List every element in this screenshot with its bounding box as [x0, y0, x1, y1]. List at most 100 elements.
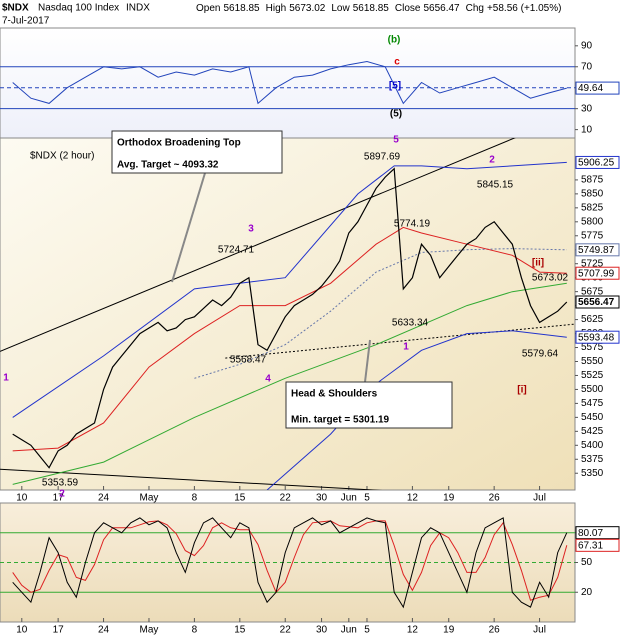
- wave-label: 1: [403, 342, 409, 353]
- date: 7-Jul-2017: [2, 16, 50, 27]
- y-tick-label: 5550: [581, 356, 604, 367]
- value-tag: [575, 538, 620, 552]
- x-tick-label: 17: [53, 493, 65, 504]
- x-tick-label: May: [140, 625, 159, 636]
- callout-pointer: [171, 172, 206, 283]
- quote-value: 5618.85: [353, 3, 390, 14]
- plot-area: [12, 60, 567, 105]
- value-tag-label: 67.31: [578, 540, 603, 551]
- index-name: Nasdaq 100 Index: [38, 3, 119, 14]
- y-tick-label: 5875: [581, 175, 604, 186]
- quote-value: 5618.85: [223, 3, 260, 14]
- x-tick-label: 19: [443, 625, 455, 636]
- value-tag-label: 5749.87: [578, 245, 615, 256]
- x-tick-label: 19: [443, 493, 455, 504]
- series-line: [12, 517, 568, 609]
- value-tag: [575, 295, 620, 309]
- price-label: 5633.34: [392, 318, 429, 329]
- price-label: 5568.47: [230, 355, 267, 366]
- y-tick-label: 30: [581, 103, 593, 114]
- series-line: [12, 520, 568, 601]
- wave-label: [ii]: [532, 258, 544, 269]
- wave-label: 2: [489, 155, 495, 166]
- y-tick-label: 70: [581, 61, 593, 72]
- x-tick-label: 12: [407, 625, 419, 636]
- exchange: INDX: [126, 3, 150, 14]
- wave-label: [5]: [389, 81, 401, 92]
- y-tick-label: 5475: [581, 398, 604, 409]
- x-tick-label: Jul: [533, 493, 546, 504]
- x-tick-label: 8: [192, 493, 198, 504]
- quote-label: Open: [196, 3, 220, 14]
- quote-value: 5656.47: [423, 3, 460, 14]
- y-tick-label: 20: [581, 587, 593, 598]
- y-tick-label: 5375: [581, 454, 604, 465]
- price-label: 5724.71: [218, 245, 255, 256]
- callout-text: Head & Shoulders: [291, 389, 378, 400]
- price-label: 5579.64: [522, 349, 559, 360]
- y-tick-label: 5625: [581, 314, 604, 325]
- value-tag: [575, 243, 620, 257]
- quote-value: 5673.02: [289, 3, 326, 14]
- series-line: [194, 248, 567, 379]
- symbol: $NDX: [2, 3, 29, 14]
- wave-label: 1: [3, 373, 9, 384]
- value-tag-label: 5707.99: [578, 268, 615, 279]
- value-tag-label: 5906.25: [578, 158, 615, 169]
- wave-label: 4: [265, 374, 271, 385]
- x-tick-label: 12: [407, 493, 419, 504]
- x-tick-label: 10: [16, 625, 28, 636]
- trendline: [0, 468, 383, 490]
- y-tick-label: 5525: [581, 370, 604, 381]
- price-label: 5897.69: [364, 152, 401, 163]
- y-tick-label: 5775: [581, 230, 604, 241]
- quote-label: Close: [395, 3, 421, 14]
- value-tag-label: 80.07: [578, 528, 603, 539]
- value-tag: [575, 81, 620, 95]
- y-tick-label: 5500: [581, 384, 604, 395]
- callout-pointer: [364, 339, 371, 383]
- panel: [0, 27, 576, 139]
- y-tick-label: 5450: [581, 412, 604, 423]
- y-tick-label: 5725: [581, 258, 604, 269]
- quote: Open 5618.85 High 5673.02 Low 5618.85 Close 565…: [196, 3, 561, 14]
- wave-label: 5: [393, 135, 399, 146]
- y-tick-label: 5400: [581, 440, 604, 451]
- y-tick-label: 5825: [581, 202, 604, 213]
- x-tick-label: 26: [489, 625, 501, 636]
- y-tick-label: 5575: [581, 342, 604, 353]
- plot-area: [12, 517, 568, 609]
- price-label: 5845.15: [477, 180, 514, 191]
- series-line: [12, 226, 567, 452]
- x-tick-label: 26: [489, 493, 501, 504]
- x-tick-label: 15: [234, 625, 246, 636]
- x-tick-label: 30: [316, 625, 328, 636]
- value-tag: [575, 266, 620, 280]
- value-tag-label: 5593.48: [578, 332, 615, 343]
- price-label: 5353.59: [42, 478, 79, 489]
- value-tag: [575, 155, 620, 169]
- plot-area: [0, 138, 575, 490]
- series-line: [12, 282, 567, 485]
- price-label: 5774.19: [394, 219, 431, 230]
- value-tag: [575, 330, 620, 344]
- callout-box: [111, 130, 283, 174]
- y-tick-label: 5850: [581, 189, 604, 200]
- wave-label: 2: [59, 489, 65, 500]
- value-tag-label: 5656.47: [578, 297, 615, 308]
- x-tick-label: 17: [53, 625, 65, 636]
- y-tick-label: 10: [581, 124, 593, 135]
- x-tick-label: 24: [98, 493, 110, 504]
- x-tick-label: 8: [192, 625, 198, 636]
- callout-text: Avg. Target ~ 4093.32: [117, 160, 219, 171]
- x-tick-label: 10: [16, 493, 28, 504]
- x-tick-label: 5: [364, 625, 370, 636]
- y-tick-label: 5675: [581, 286, 604, 297]
- y-tick-label: 5350: [581, 468, 604, 479]
- panel-title: $NDX (2 hour): [30, 151, 94, 162]
- x-tick-label: Jul: [533, 625, 546, 636]
- x-tick-label: Jun: [341, 625, 357, 636]
- value-tag: [575, 526, 620, 540]
- trendline: [0, 138, 516, 352]
- price-label: 5673.02: [532, 273, 569, 284]
